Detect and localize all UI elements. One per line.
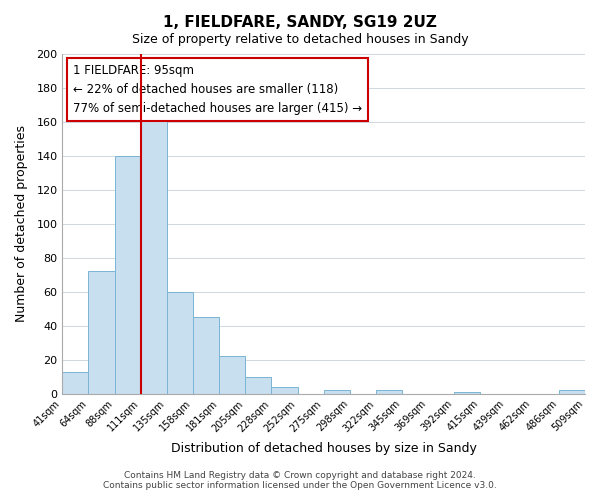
Bar <box>141 112 167 394</box>
Y-axis label: Number of detached properties: Number of detached properties <box>15 126 28 322</box>
Bar <box>559 390 585 394</box>
Bar <box>115 156 141 394</box>
Bar <box>323 390 350 394</box>
Bar <box>219 356 245 394</box>
Text: Contains HM Land Registry data © Crown copyright and database right 2024.
Contai: Contains HM Land Registry data © Crown c… <box>103 470 497 490</box>
Bar <box>245 377 271 394</box>
Bar <box>454 392 481 394</box>
Bar <box>167 292 193 394</box>
Text: 1, FIELDFARE, SANDY, SG19 2UZ: 1, FIELDFARE, SANDY, SG19 2UZ <box>163 15 437 30</box>
Bar <box>271 387 298 394</box>
Text: 1 FIELDFARE: 95sqm
← 22% of detached houses are smaller (118)
77% of semi-detach: 1 FIELDFARE: 95sqm ← 22% of detached hou… <box>73 64 362 115</box>
Bar <box>88 272 115 394</box>
Bar <box>193 318 219 394</box>
X-axis label: Distribution of detached houses by size in Sandy: Distribution of detached houses by size … <box>171 442 476 455</box>
Bar <box>376 390 402 394</box>
Bar <box>62 372 88 394</box>
Text: Size of property relative to detached houses in Sandy: Size of property relative to detached ho… <box>131 32 469 46</box>
